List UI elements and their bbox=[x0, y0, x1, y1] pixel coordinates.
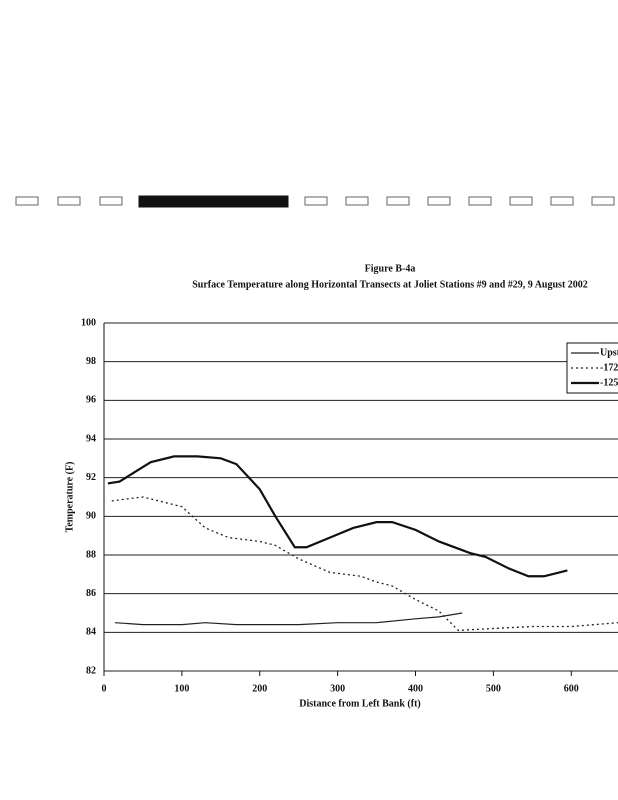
series-line bbox=[111, 496, 618, 632]
x-tick-label: 400 bbox=[408, 683, 423, 694]
series-line bbox=[107, 455, 568, 578]
y-tick-label: 94 bbox=[86, 433, 96, 444]
legend-label: -172 bbox=[600, 362, 618, 373]
y-tick-label: 84 bbox=[86, 627, 96, 638]
series-line bbox=[114, 612, 463, 626]
x-tick-label: 0 bbox=[102, 683, 107, 694]
x-tick-label: 100 bbox=[174, 683, 189, 694]
y-tick-label: 82 bbox=[86, 665, 96, 676]
y-axis-label: Temperature (F) bbox=[64, 462, 75, 533]
x-axis-label: Distance from Left Bank (ft) bbox=[299, 698, 420, 709]
y-tick-label: 100 bbox=[81, 317, 96, 328]
y-tick-label: 86 bbox=[86, 588, 96, 599]
chart-title: Figure B-4a bbox=[365, 263, 416, 274]
legend-label: Upst bbox=[600, 347, 618, 358]
legend-label: -125 bbox=[600, 377, 618, 388]
y-tick-label: 90 bbox=[86, 511, 96, 522]
x-tick-label: 300 bbox=[330, 683, 345, 694]
decor-strip bbox=[15, 195, 615, 208]
y-tick-label: 92 bbox=[86, 472, 96, 483]
x-tick-label: 500 bbox=[486, 683, 501, 694]
x-tick-label: 600 bbox=[564, 683, 579, 694]
y-tick-label: 88 bbox=[86, 549, 96, 560]
y-tick-label: 98 bbox=[86, 356, 96, 367]
y-tick-label: 96 bbox=[86, 395, 96, 406]
x-tick-label: 200 bbox=[252, 683, 267, 694]
chart-subtitle: Surface Temperature along Horizontal Tra… bbox=[192, 279, 588, 290]
